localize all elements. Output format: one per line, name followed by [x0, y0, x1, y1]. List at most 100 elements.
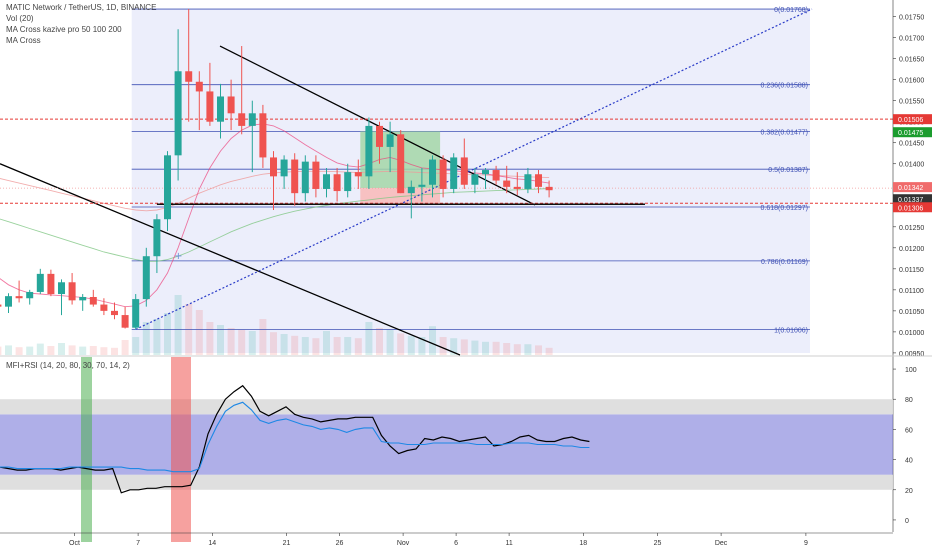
- volume-bar: [535, 345, 542, 355]
- volume-bar: [227, 328, 235, 355]
- candle-body: [227, 96, 235, 114]
- price-label-bg: [893, 182, 932, 193]
- descending-trendline-lower: [0, 163, 461, 356]
- price-label: 0.01475: [898, 130, 923, 137]
- candle-body: [450, 157, 458, 189]
- descending-trendline-upper: [219, 45, 536, 206]
- indicator-tick-label: 20: [905, 488, 913, 495]
- candle-body: [460, 157, 468, 185]
- price-label-bg: [893, 194, 932, 205]
- candle-body: [429, 159, 436, 185]
- candle-body: [259, 113, 267, 158]
- ascending-trendline-dotted: [135, 8, 813, 330]
- candle-body: [132, 299, 140, 328]
- volume-bar: [323, 331, 330, 355]
- chart-legend: MATIC Network / TetherUS, 1D, BINANCE Vo…: [6, 2, 156, 46]
- price-tick-label: 0.01100: [899, 288, 924, 295]
- indicator-tick-label: 40: [905, 458, 913, 465]
- candle-body: [5, 296, 12, 307]
- candle-body: [142, 256, 150, 300]
- legend-ma-cross: MA Cross: [6, 36, 41, 45]
- fib-level-label: 1(0.01006): [774, 327, 808, 334]
- volume-bar: [386, 329, 394, 355]
- candle-body: [270, 157, 277, 177]
- candle-body: [68, 282, 76, 301]
- candle-body: [376, 125, 383, 147]
- volume-bar: [26, 346, 34, 355]
- indicator-tick-label: 100: [905, 367, 917, 374]
- fib-level-label: 0.5(0.01387): [768, 167, 808, 174]
- candle-body: [100, 304, 108, 311]
- legend-title: MATIC Network / TetherUS, 1D, BINANCE: [6, 3, 157, 12]
- oversold-highlight: [81, 357, 92, 542]
- volume-bar: [545, 347, 553, 355]
- volume-bar: [429, 326, 436, 355]
- candle-body: [291, 159, 299, 194]
- candle-body: [15, 296, 23, 299]
- time-tick-label: Oct: [69, 540, 80, 547]
- indicator-title: MFI+RSI (14, 20, 80, 30, 70, 14, 2): [6, 361, 130, 370]
- candle-body: [344, 172, 352, 192]
- volume-bar: [238, 329, 246, 355]
- price-label: 0.01306: [898, 205, 923, 212]
- candle-body: [89, 296, 97, 305]
- volume-bar: [79, 346, 87, 355]
- volume-bar: [450, 338, 458, 355]
- volume-bar: [397, 333, 405, 355]
- volume-bar: [174, 295, 182, 355]
- indicator-tick-label: 80: [905, 397, 913, 404]
- price-tick-label: 0.01600: [899, 78, 924, 85]
- candle-body: [312, 161, 320, 189]
- volume-bar: [195, 310, 203, 355]
- volume-bar: [0, 346, 2, 355]
- candle-body: [301, 161, 309, 194]
- cross-marker: +: [174, 251, 182, 262]
- price-tick-label: 0.01000: [899, 330, 924, 337]
- price-tick-label: 0.01700: [899, 36, 924, 43]
- price-label: 0.01337: [898, 197, 923, 204]
- candle-body: [482, 170, 489, 175]
- volume-bar: [460, 339, 468, 355]
- candle-body: [174, 71, 182, 156]
- candle-body: [238, 113, 246, 126]
- volume-bar: [280, 334, 288, 355]
- volume-bar: [100, 347, 108, 355]
- volume-bar: [365, 322, 373, 355]
- candle-body: [195, 81, 203, 92]
- volume-bar: [111, 347, 118, 355]
- price-tick-label: 0.01750: [899, 15, 924, 22]
- ma-mid-line: [0, 170, 550, 212]
- candle-body: [217, 96, 224, 122]
- volume-bar: [376, 328, 383, 355]
- candles: [0, 9, 553, 330]
- time-tick-label: 21: [283, 540, 291, 547]
- price-tick-label: 0.01200: [899, 246, 924, 253]
- indicator-tick-label: 0: [905, 518, 909, 525]
- volume-bar: [121, 340, 129, 355]
- volume-bar: [524, 344, 532, 355]
- time-axis: Oct 7 14 21 26 Nov 6 11 18 25 Dec 9: [0, 532, 893, 547]
- volume-bar: [312, 338, 320, 355]
- candle-body: [535, 174, 542, 187]
- legend-volume: Vol (20): [6, 14, 34, 23]
- main-pane: 0(0.01768) 0.236(0.01588) 0.382(0.01477) 0.…: [0, 7, 893, 356]
- volume-bar: [482, 341, 489, 355]
- mfi-line: [0, 384, 590, 494]
- time-tick-label: 6: [454, 540, 458, 547]
- volume-bar: [439, 337, 447, 355]
- indicator-pane: [0, 357, 893, 542]
- time-tick-label: 25: [654, 540, 662, 547]
- volume-bar: [492, 341, 500, 355]
- fib-retracement-area: [131, 9, 810, 353]
- price-tick-label: 0.01050: [899, 309, 924, 316]
- volume-bar: [89, 346, 97, 355]
- rsi-neutral-band: [0, 414, 893, 475]
- candle-body: [36, 273, 44, 292]
- volume-bar: [248, 331, 256, 355]
- candle-body: [323, 174, 330, 189]
- volume-bar: [142, 322, 150, 355]
- fib-level-label: 0(0.01768): [774, 7, 808, 14]
- candle-body: [58, 282, 65, 295]
- candle-body: [0, 304, 2, 307]
